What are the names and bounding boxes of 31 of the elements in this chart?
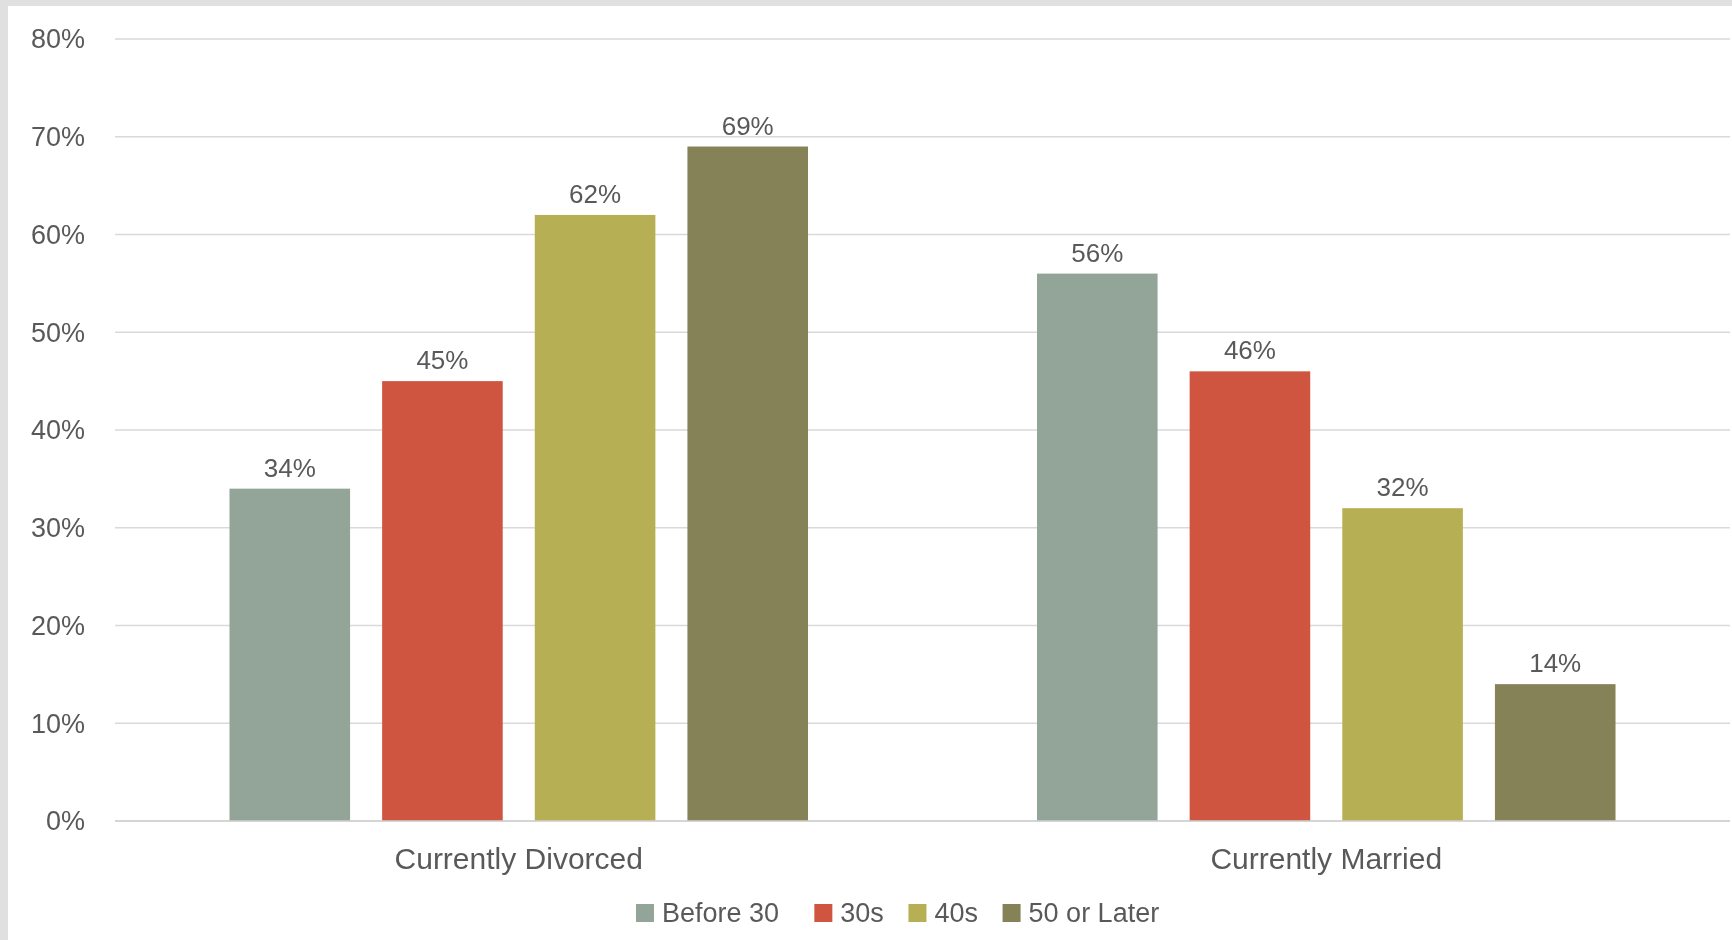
legend-label: 40s	[934, 898, 979, 928]
data-label: 14%	[1529, 648, 1582, 679]
data-label: 32%	[1376, 472, 1429, 503]
data-label: 69%	[721, 110, 774, 141]
bar	[382, 381, 503, 821]
y-tick-label: 50%	[30, 317, 85, 348]
legend-label: 50 or Later	[1028, 898, 1160, 928]
y-tick-label: 80%	[30, 24, 85, 55]
bar	[534, 214, 656, 821]
y-tick-label: 30%	[30, 513, 85, 544]
legend-label: Before 30	[661, 898, 780, 928]
bar	[1036, 273, 1158, 821]
bar	[229, 488, 351, 821]
data-label: 34%	[263, 452, 316, 483]
x-tick-label: Currently Divorced	[394, 842, 643, 875]
bar	[1189, 371, 1311, 821]
bar	[1342, 508, 1463, 821]
data-label: 45%	[416, 345, 469, 376]
legend-label: 30s	[840, 898, 884, 928]
y-tick-label: 70%	[30, 122, 85, 153]
y-tick-label: 0%	[45, 806, 85, 837]
y-tick-label: 40%	[30, 415, 85, 446]
data-label: 56%	[1071, 237, 1124, 268]
bar	[687, 146, 809, 821]
data-label: 62%	[569, 178, 622, 209]
data-label: 46%	[1223, 335, 1276, 366]
y-tick-label: 60%	[30, 219, 85, 250]
y-tick-label: 20%	[30, 610, 85, 641]
bar	[1494, 684, 1616, 821]
x-tick-label: Currently Married	[1210, 842, 1443, 875]
y-tick-label: 10%	[30, 708, 85, 739]
